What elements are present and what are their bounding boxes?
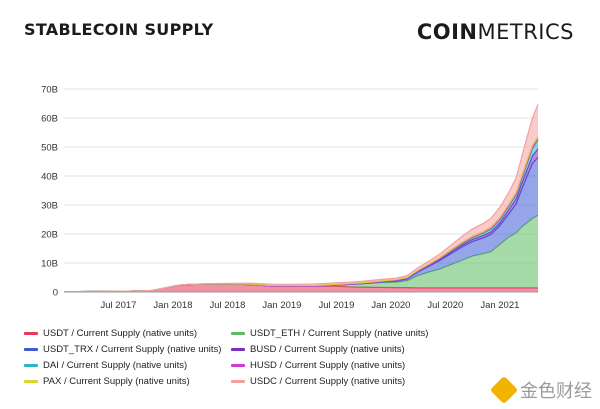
legend-label: PAX / Current Supply (native units) — [43, 376, 190, 387]
x-tick-label: Jul 2020 — [427, 300, 463, 311]
legend-item-usdc: USDC / Current Supply (native units) — [231, 374, 444, 389]
legend-item-husd: HUSD / Current Supply (native units) — [231, 358, 444, 373]
y-tick-label: 70B — [41, 85, 58, 96]
legend-swatch — [24, 348, 38, 351]
y-tick-label: 40B — [41, 172, 58, 183]
chart-title: STABLECOIN SUPPLY — [24, 20, 214, 39]
x-tick-label: Jan 2021 — [480, 300, 519, 311]
legend-label: HUSD / Current Supply (native units) — [250, 360, 406, 371]
x-tick-label: Jan 2018 — [153, 300, 192, 311]
legend-item-busd: BUSD / Current Supply (native units) — [231, 342, 444, 357]
legend-label: USDT_TRX / Current Supply (native units) — [43, 344, 222, 355]
brand-logo: COINMETRICS — [417, 20, 574, 44]
legend-swatch — [231, 348, 245, 351]
brand-logo-light: METRICS — [477, 20, 574, 44]
legend-swatch — [231, 364, 245, 367]
line-usdc — [63, 104, 539, 293]
legend-swatch — [231, 380, 245, 383]
legend-label: USDC / Current Supply (native units) — [250, 376, 406, 387]
legend-swatch — [24, 380, 38, 383]
legend-label: USDT / Current Supply (native units) — [43, 328, 197, 339]
y-tick-label: 50B — [41, 143, 58, 154]
legend-swatch — [24, 332, 38, 335]
x-tick-label: Jul 2017 — [101, 300, 137, 311]
watermark-text: 金色财经 — [520, 381, 592, 402]
area-usdt — [64, 284, 538, 292]
y-tick-label: 60B — [41, 114, 58, 125]
legend-item-usdt-trx: USDT_TRX / Current Supply (native units) — [24, 342, 231, 357]
y-tick-label: 30B — [41, 201, 58, 212]
y-tick-label: 20B — [41, 230, 58, 241]
x-tick-label: Jul 2019 — [318, 300, 354, 311]
x-tick-label: Jan 2019 — [262, 300, 301, 311]
x-tick-label: Jan 2020 — [371, 300, 410, 311]
area-usdt-eth — [64, 215, 538, 292]
legend-item-usdt-eth: USDT_ETH / Current Supply (native units) — [231, 326, 444, 341]
y-tick-label: 0 — [53, 288, 58, 299]
x-tick-label: Jul 2018 — [209, 300, 245, 311]
legend-label: DAI / Current Supply (native units) — [43, 360, 188, 371]
watermark-logo-icon — [489, 375, 519, 405]
brand-logo-bold: COIN — [416, 20, 478, 44]
legend-item-pax: PAX / Current Supply (native units) — [24, 374, 231, 389]
legend-item-dai: DAI / Current Supply (native units) — [24, 358, 231, 373]
legend-swatch — [231, 332, 245, 335]
legend-label: USDT_ETH / Current Supply (native units) — [250, 328, 429, 339]
legend-item-usdt: USDT / Current Supply (native units) — [24, 326, 231, 341]
chart-legend: USDT / Current Supply (native units) USDT… — [24, 326, 444, 389]
legend-label: BUSD / Current Supply (native units) — [250, 344, 405, 355]
y-tick-label: 10B — [41, 259, 58, 270]
legend-swatch — [24, 364, 38, 367]
watermark: 金色财经 — [489, 375, 592, 405]
